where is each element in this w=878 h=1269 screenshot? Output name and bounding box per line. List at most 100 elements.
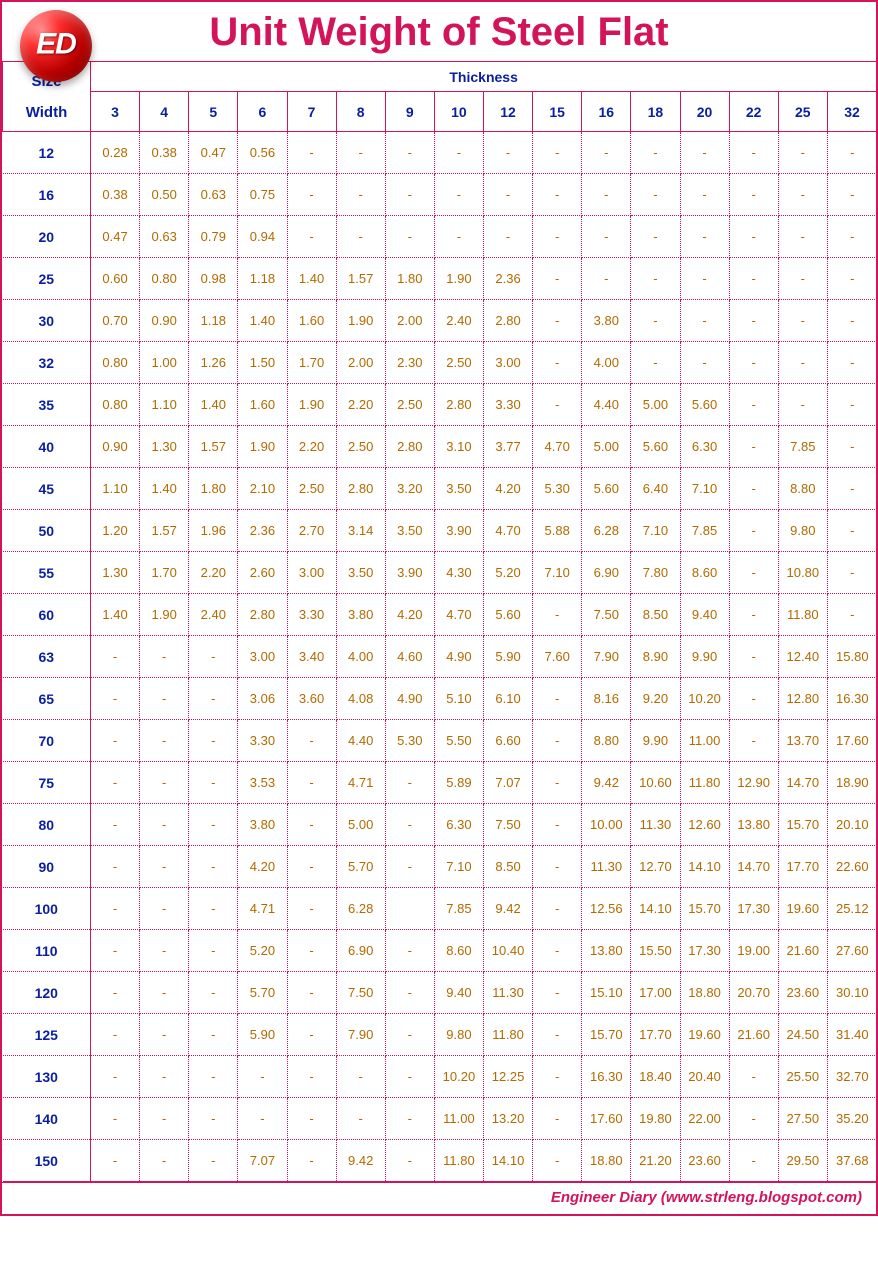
- weight-cell: -: [189, 636, 238, 678]
- weight-cell: 7.60: [533, 636, 582, 678]
- weight-cell: 3.50: [385, 510, 434, 552]
- weight-cell: 1.57: [189, 426, 238, 468]
- row-width-header: 125: [3, 1014, 91, 1056]
- weight-cell: 21.20: [631, 1140, 680, 1182]
- weight-cell: 5.70: [238, 972, 287, 1014]
- weight-cell: 5.90: [238, 1014, 287, 1056]
- weight-cell: -: [533, 1098, 582, 1140]
- weight-cell: 1.40: [189, 384, 238, 426]
- weight-cell: 5.89: [434, 762, 483, 804]
- weight-cell: 3.14: [336, 510, 385, 552]
- weight-cell: -: [827, 174, 876, 216]
- row-width-header: 110: [3, 930, 91, 972]
- weight-cell: 5.10: [434, 678, 483, 720]
- row-width-header: 90: [3, 846, 91, 888]
- weight-cell: 1.20: [91, 510, 140, 552]
- weight-cell: -: [533, 972, 582, 1014]
- weight-cell: -: [385, 972, 434, 1014]
- weight-cell: -: [778, 342, 827, 384]
- weight-cell: 5.60: [582, 468, 631, 510]
- weight-cell: -: [287, 720, 336, 762]
- weight-cell: -: [582, 216, 631, 258]
- weight-cell: 7.85: [680, 510, 729, 552]
- weight-cell: -: [631, 132, 680, 174]
- weight-cell: 2.50: [385, 384, 434, 426]
- weight-cell: 2.20: [287, 426, 336, 468]
- table-row: 65---3.063.604.084.905.106.10-8.169.2010…: [3, 678, 877, 720]
- weight-cell: -: [680, 300, 729, 342]
- weight-cell: -: [336, 1098, 385, 1140]
- weight-cell: 29.50: [778, 1140, 827, 1182]
- weight-cell: -: [189, 804, 238, 846]
- weight-cell: 12.25: [484, 1056, 533, 1098]
- weight-cell: 3.06: [238, 678, 287, 720]
- row-width-header: 130: [3, 1056, 91, 1098]
- row-width-header: 12: [3, 132, 91, 174]
- weight-cell: 13.20: [484, 1098, 533, 1140]
- weight-cell: -: [140, 678, 189, 720]
- weight-cell: 9.80: [778, 510, 827, 552]
- thickness-col-header: 25: [778, 92, 827, 132]
- weight-cell: 5.30: [533, 468, 582, 510]
- weight-cell: 13.70: [778, 720, 827, 762]
- weight-cell: -: [287, 888, 336, 930]
- weight-cell: 4.20: [385, 594, 434, 636]
- weight-cell: -: [729, 342, 778, 384]
- weight-cell: 6.30: [434, 804, 483, 846]
- weight-cell: 0.94: [238, 216, 287, 258]
- weight-cell: 1.18: [189, 300, 238, 342]
- weight-cell: -: [91, 804, 140, 846]
- weight-cell: -: [533, 804, 582, 846]
- weight-cell: -: [484, 216, 533, 258]
- row-width-header: 120: [3, 972, 91, 1014]
- weight-cell: 1.90: [238, 426, 287, 468]
- weight-cell: -: [140, 1014, 189, 1056]
- weight-cell: 0.38: [140, 132, 189, 174]
- weight-cell: 5.20: [484, 552, 533, 594]
- weight-cell: 0.60: [91, 258, 140, 300]
- weight-cell: 27.60: [827, 930, 876, 972]
- weight-cell: -: [827, 594, 876, 636]
- weight-cell: -: [680, 132, 729, 174]
- weight-cell: 4.00: [582, 342, 631, 384]
- weight-cell: 25.50: [778, 1056, 827, 1098]
- weight-cell: 0.75: [238, 174, 287, 216]
- weight-cell: 3.00: [484, 342, 533, 384]
- table-row: 130-------10.2012.25-16.3018.4020.40-25.…: [3, 1056, 877, 1098]
- weight-cell: -: [91, 678, 140, 720]
- weight-cell: 19.00: [729, 930, 778, 972]
- weight-cell: 9.20: [631, 678, 680, 720]
- weight-cell: 5.50: [434, 720, 483, 762]
- weight-cell: 1.70: [287, 342, 336, 384]
- weight-cell: -: [336, 132, 385, 174]
- weight-cell: 6.28: [336, 888, 385, 930]
- weight-cell: 0.80: [91, 342, 140, 384]
- thickness-col-header: 8: [336, 92, 385, 132]
- weight-cell: -: [729, 258, 778, 300]
- weight-cell: -: [91, 888, 140, 930]
- weight-cell: 4.90: [385, 678, 434, 720]
- weight-cell: -: [680, 258, 729, 300]
- weight-cell: 11.80: [680, 762, 729, 804]
- weight-cell: 32.70: [827, 1056, 876, 1098]
- weight-cell: 11.80: [484, 1014, 533, 1056]
- weight-cell: 12.56: [582, 888, 631, 930]
- weight-cell: 13.80: [729, 804, 778, 846]
- weight-cell: 1.80: [385, 258, 434, 300]
- weight-cell: 0.79: [189, 216, 238, 258]
- weight-cell: 17.00: [631, 972, 680, 1014]
- thickness-col-header: 20: [680, 92, 729, 132]
- weight-cell: 2.36: [238, 510, 287, 552]
- weight-cell: 8.90: [631, 636, 680, 678]
- weight-cell: 17.60: [582, 1098, 631, 1140]
- weight-cell: 14.70: [729, 846, 778, 888]
- weight-cell: 7.10: [533, 552, 582, 594]
- weight-cell: 1.60: [238, 384, 287, 426]
- weight-cell: -: [484, 132, 533, 174]
- weight-cell: 10.60: [631, 762, 680, 804]
- weight-cell: 1.26: [189, 342, 238, 384]
- weight-cell: -: [533, 846, 582, 888]
- table-row: 501.201.571.962.362.703.143.503.904.705.…: [3, 510, 877, 552]
- weight-cell: 10.00: [582, 804, 631, 846]
- weight-cell: 1.90: [336, 300, 385, 342]
